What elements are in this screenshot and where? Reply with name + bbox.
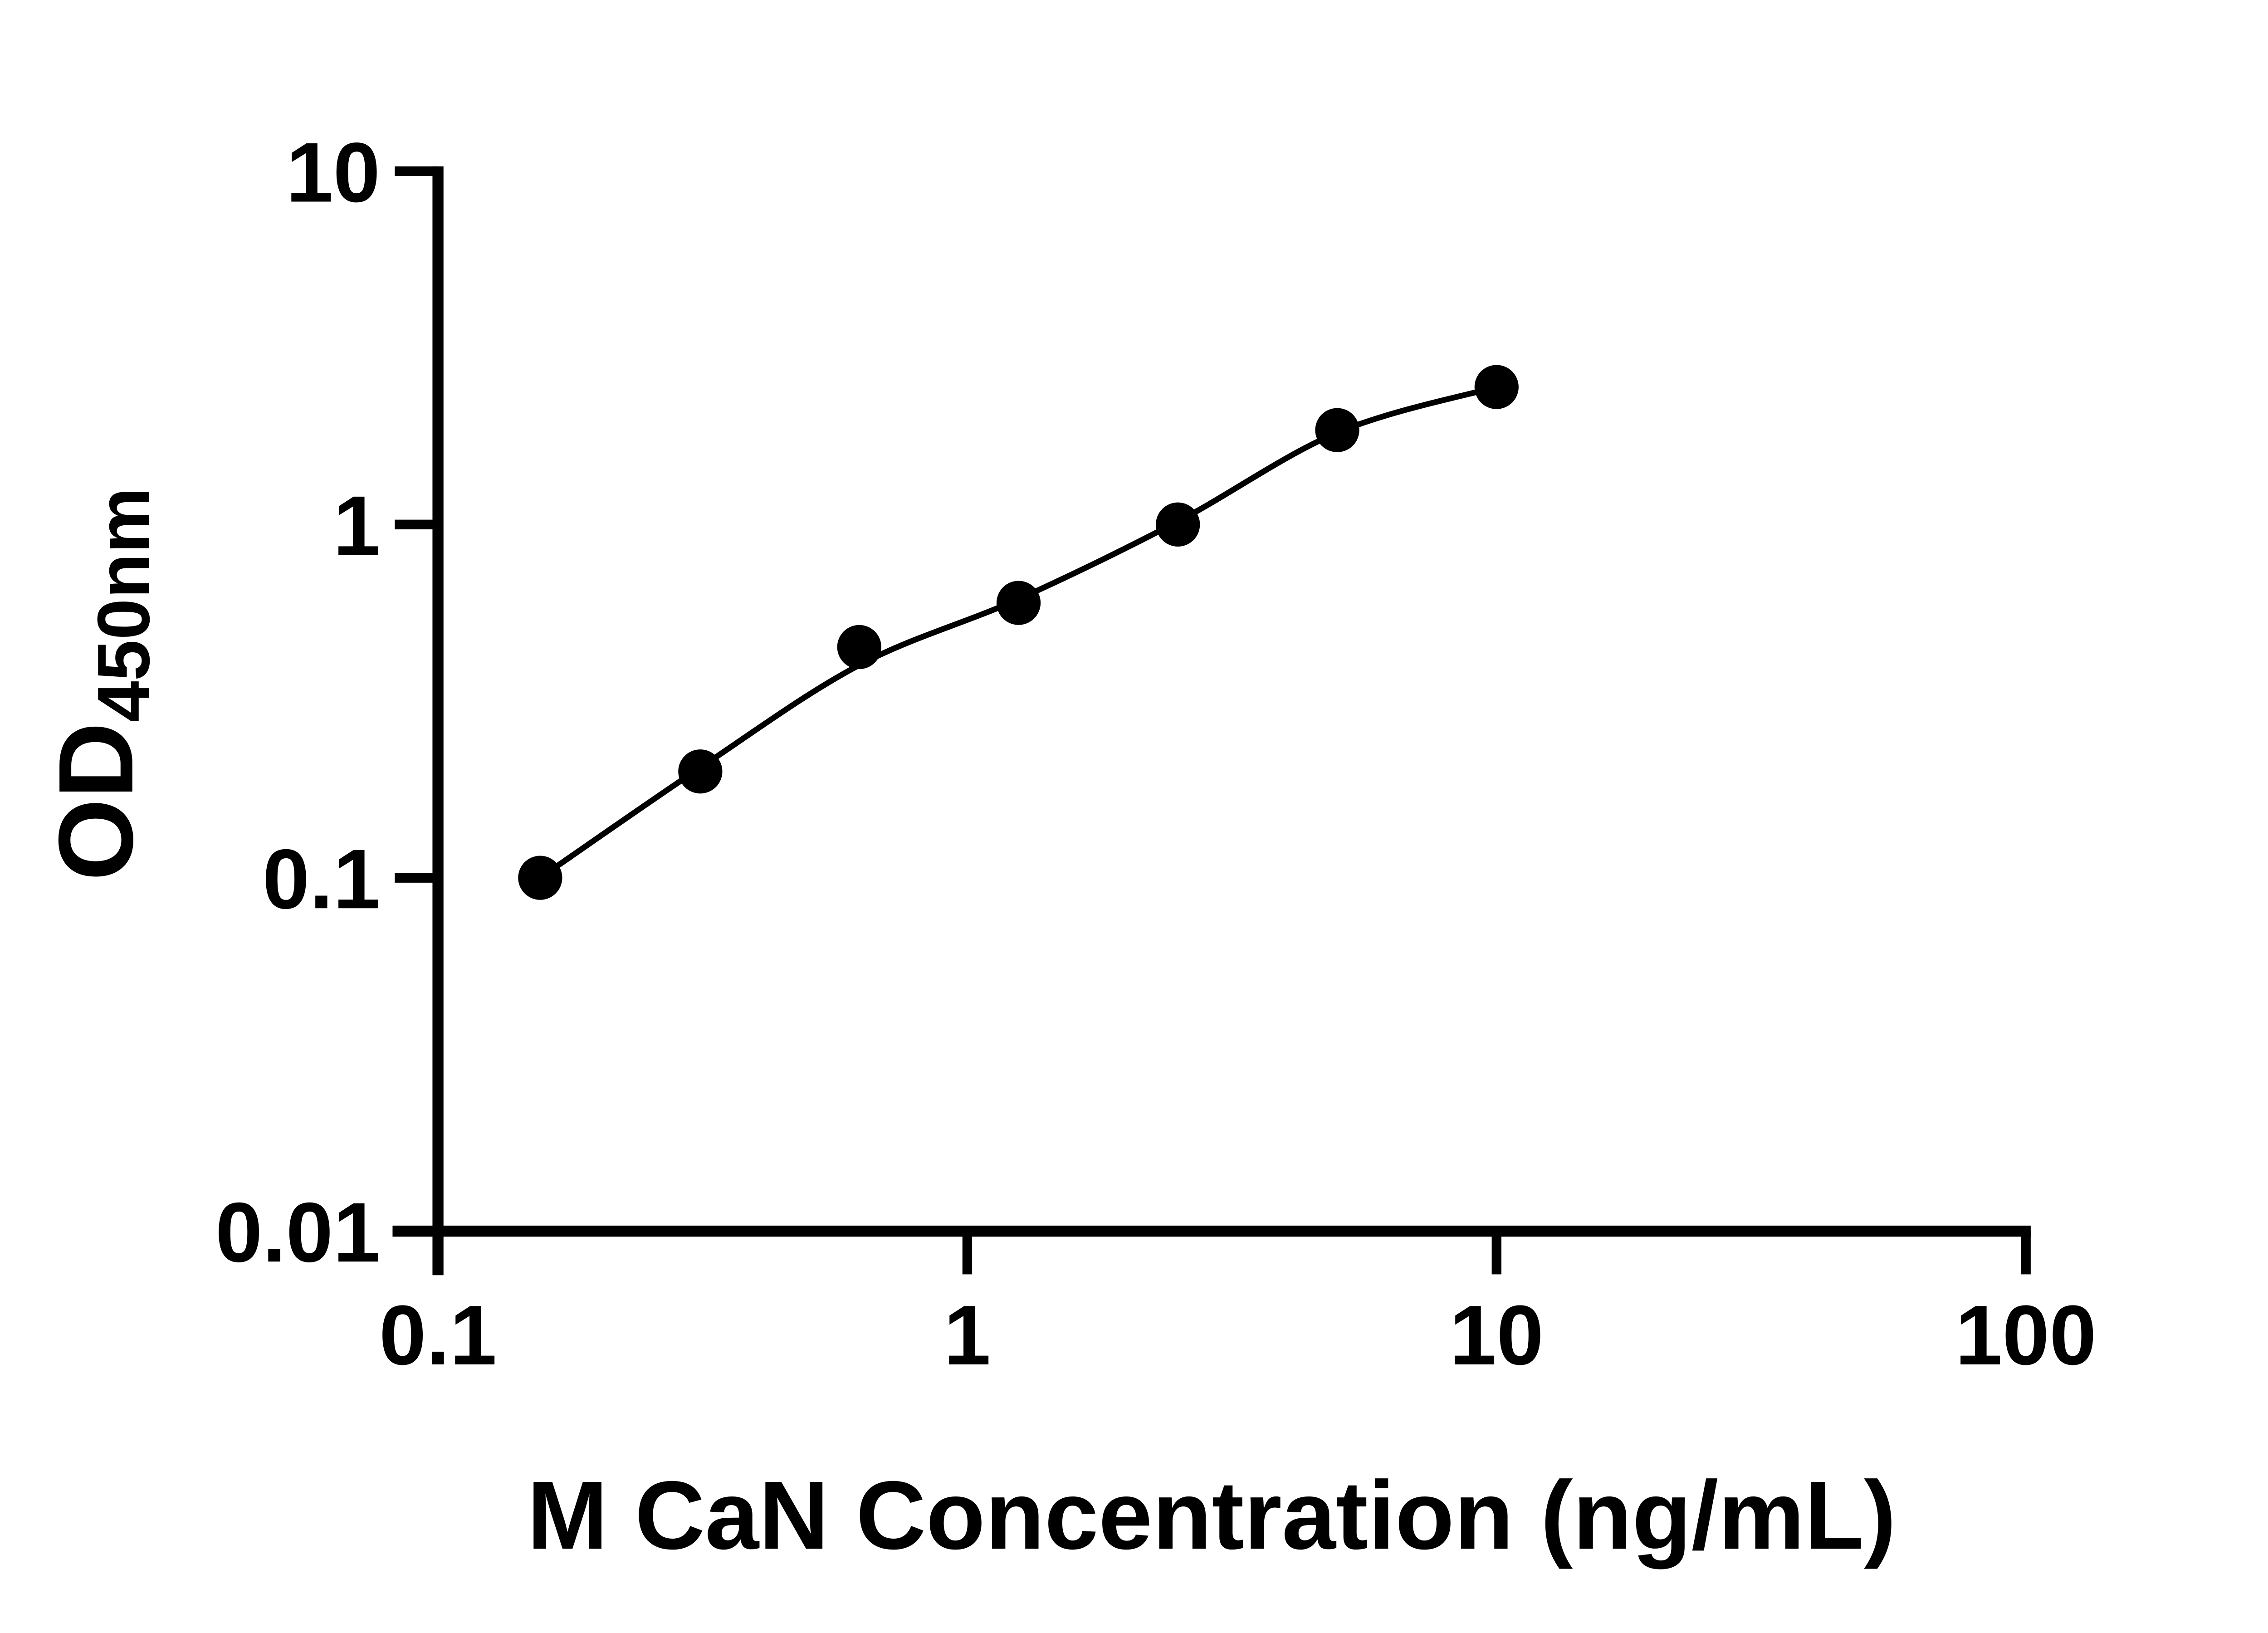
y-tick-label-0.01: 0.01 <box>215 1185 380 1280</box>
x-tick-label-0.1: 0.1 <box>379 1288 497 1383</box>
y-tick-label-0.1: 0.1 <box>263 831 381 926</box>
data-point-10ng-ml <box>1474 365 1519 409</box>
data-point-2.5ng-ml <box>1156 502 1200 547</box>
data-point-0.156ng-ml <box>518 856 562 900</box>
x-tick-label-1: 1 <box>944 1288 991 1383</box>
data-points <box>518 365 1519 900</box>
data-point-5ng-ml <box>1315 408 1359 452</box>
y-axis-title-main: OD <box>37 722 155 881</box>
x-tick-labels: 0.1 1 10 100 <box>379 1288 2097 1383</box>
data-point-0.313ng-ml <box>678 749 723 794</box>
y-axis-title: OD450nm <box>37 487 165 881</box>
y-tick-label-1: 1 <box>333 478 380 573</box>
x-tick-label-100: 100 <box>1955 1288 2096 1383</box>
data-point-0.625ng-ml <box>837 625 881 670</box>
y-tick-labels: 10 1 0.1 0.01 <box>215 125 380 1280</box>
y-axis-title-subscript: 450nm <box>82 487 165 722</box>
y-tick-label-10: 10 <box>286 125 381 220</box>
x-tick-label-10: 10 <box>1449 1288 1544 1383</box>
data-point-1.25ng-ml <box>996 581 1041 625</box>
axes <box>392 166 2031 1276</box>
trend-line <box>538 384 1498 880</box>
tick-marks <box>395 166 2031 1275</box>
x-axis-title: M CaN Concentration (ng/mL) <box>527 1461 1896 1569</box>
